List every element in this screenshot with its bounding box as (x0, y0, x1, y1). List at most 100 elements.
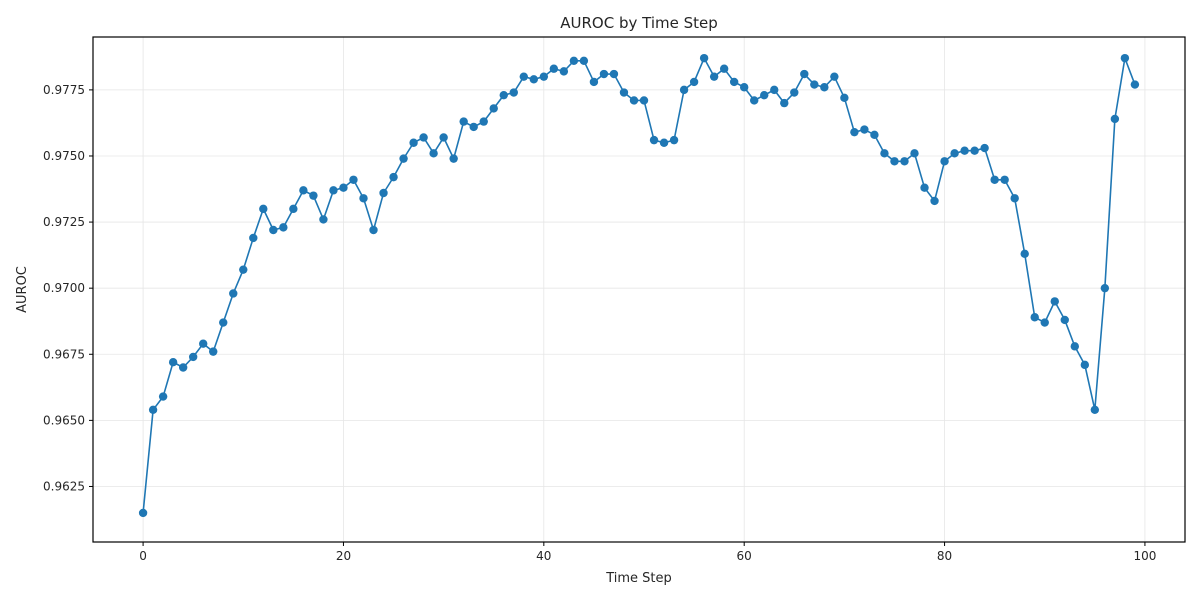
data-point (739, 83, 749, 92)
data-point (459, 117, 468, 126)
data-point (619, 88, 629, 97)
data-point (589, 77, 599, 87)
data-point (329, 186, 338, 195)
data-point (820, 83, 829, 92)
data-point (800, 69, 809, 79)
x-tick-label: 0 (139, 549, 147, 563)
data-point (309, 191, 318, 200)
data-point (1120, 53, 1130, 63)
data-point (199, 339, 208, 348)
data-point (1000, 175, 1009, 184)
data-point (760, 90, 769, 100)
data-point (158, 392, 168, 401)
data-point (489, 104, 498, 113)
data-point (1130, 80, 1140, 89)
data-point (599, 69, 609, 79)
data-point (359, 194, 368, 203)
data-point (209, 347, 218, 356)
data-point (529, 75, 539, 84)
data-point (379, 188, 388, 198)
data-point (178, 363, 188, 372)
x-axis-ticks: 0 20 40 60 80 100 (139, 542, 1156, 563)
data-point (699, 53, 709, 63)
data-point (289, 204, 298, 214)
data-point (519, 72, 528, 81)
data-point (409, 138, 418, 147)
grid-lines (93, 37, 1185, 542)
data-point (990, 175, 999, 184)
data-point (1110, 114, 1120, 124)
data-point (930, 196, 939, 206)
data-point (1080, 360, 1090, 370)
chart-title: AUROC by Time Step (560, 14, 718, 32)
data-point (950, 149, 959, 158)
series-auroc (138, 53, 1140, 518)
data-point (138, 508, 148, 518)
plot-frame (92, 36, 1186, 543)
data-point (870, 130, 879, 140)
data-point (729, 77, 739, 87)
y-tick-label: 0.9675 (43, 347, 85, 361)
data-point (229, 289, 238, 298)
data-point (709, 72, 719, 81)
data-point (1020, 249, 1029, 259)
data-point (369, 225, 378, 235)
x-tick-label: 40 (536, 549, 551, 563)
data-point (219, 318, 228, 327)
data-point (449, 154, 458, 163)
data-point (780, 98, 789, 108)
data-point (469, 122, 478, 132)
data-point (509, 88, 518, 97)
y-axis-ticks: 0.9625 0.9650 0.9675 0.9700 0.9725 0.9750 0.97… (43, 83, 93, 493)
data-point (569, 56, 579, 65)
data-point (1060, 315, 1069, 325)
data-point (249, 233, 258, 243)
data-point (669, 135, 679, 145)
data-point (880, 149, 889, 158)
y-tick-label: 0.9650 (43, 413, 85, 427)
data-point (168, 358, 178, 367)
data-point (810, 80, 819, 89)
data-point (279, 223, 288, 232)
y-tick-label: 0.9775 (43, 83, 85, 97)
data-point (1070, 342, 1080, 351)
data-point (639, 96, 649, 105)
data-point (830, 72, 839, 81)
data-point (399, 154, 408, 163)
data-point (269, 225, 278, 235)
data-point (579, 56, 589, 65)
data-point (719, 64, 729, 73)
y-axis-label: AUROC (15, 266, 30, 313)
data-point (239, 265, 248, 274)
data-point (439, 133, 448, 142)
x-axis-label: Time Step (605, 571, 672, 586)
data-point (850, 127, 859, 137)
data-point (479, 117, 488, 126)
x-tick-label: 80 (937, 549, 952, 563)
data-point (649, 135, 659, 145)
data-point (790, 88, 799, 97)
data-point (890, 157, 899, 166)
data-point (970, 146, 979, 155)
data-point (840, 93, 849, 103)
data-point (629, 96, 639, 105)
data-point (539, 72, 549, 81)
data-point (679, 85, 689, 95)
data-point (419, 133, 428, 142)
data-point (1050, 297, 1059, 306)
data-point (1010, 194, 1019, 203)
data-point (339, 183, 348, 192)
data-point (349, 175, 358, 184)
data-point (188, 352, 198, 362)
y-tick-label: 0.9725 (43, 215, 85, 229)
x-tick-label: 20 (336, 549, 351, 563)
data-point (609, 69, 619, 79)
data-point (148, 405, 158, 414)
data-point (770, 85, 779, 95)
data-point (559, 67, 569, 76)
data-point (1100, 283, 1110, 293)
data-point (499, 90, 508, 100)
data-point (659, 138, 669, 147)
data-point (549, 64, 559, 73)
